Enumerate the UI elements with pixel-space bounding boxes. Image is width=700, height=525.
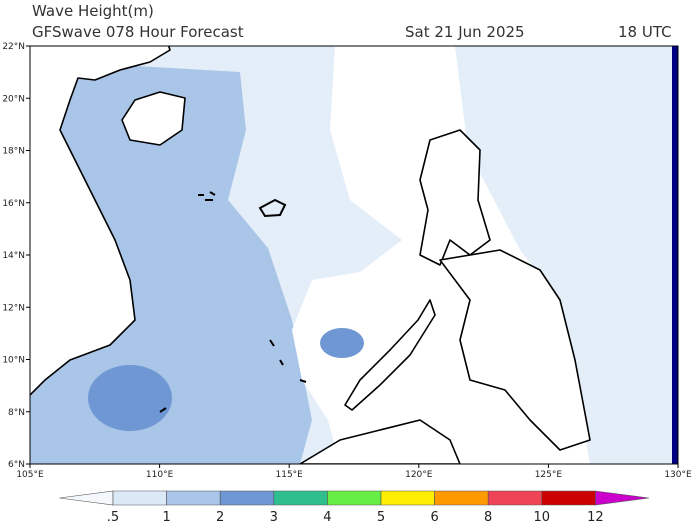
visayas-mindanao bbox=[439, 249, 591, 451]
edge-band bbox=[672, 46, 678, 464]
zone-high bbox=[88, 365, 172, 431]
colorbar-segment bbox=[487, 490, 543, 506]
colorbar-label: 12 bbox=[587, 510, 604, 525]
colorbar-segment bbox=[434, 490, 489, 506]
mainland bbox=[30, 46, 171, 396]
islands bbox=[159, 191, 307, 413]
colorbar-label: 3 bbox=[270, 510, 278, 525]
colorbar-segment bbox=[219, 490, 275, 506]
luzon bbox=[419, 129, 491, 266]
colorbar-label: 6 bbox=[430, 510, 438, 525]
lon-label: 130°E bbox=[664, 470, 692, 480]
palawan bbox=[344, 299, 436, 411]
zone-medium bbox=[30, 60, 312, 464]
colorbar-segment bbox=[327, 490, 382, 506]
lat-label: 10°N bbox=[2, 356, 25, 366]
colorbar-label: .5 bbox=[107, 510, 119, 525]
colorbar-segment bbox=[273, 490, 328, 506]
colorbar-segment bbox=[112, 490, 167, 506]
island bbox=[258, 198, 287, 218]
colorbar-label: 1 bbox=[162, 510, 170, 525]
lon-label: 125°E bbox=[535, 470, 563, 480]
colorbar-segment bbox=[166, 490, 221, 506]
lon-label: 120°E bbox=[405, 470, 433, 480]
colorbar-segment bbox=[380, 490, 435, 506]
colorbar-label: 8 bbox=[484, 510, 492, 525]
colorbar-segment bbox=[541, 490, 596, 506]
subtitle: GFSwave 078 Hour Forecast bbox=[32, 23, 244, 41]
lat-label: 6°N bbox=[8, 460, 25, 470]
lat-label: 8°N bbox=[8, 408, 25, 418]
lat-label: 22°N bbox=[2, 42, 25, 52]
lat-label: 14°N bbox=[2, 251, 25, 261]
colorbar-segment bbox=[59, 490, 114, 506]
lon-label: 110°E bbox=[146, 470, 174, 480]
lon-label: 105°E bbox=[16, 470, 44, 480]
map bbox=[30, 46, 678, 464]
colorbar-segment bbox=[595, 490, 650, 506]
colorbar-label: 5 bbox=[377, 510, 385, 525]
borneo bbox=[299, 419, 461, 464]
title: Wave Height(m) bbox=[32, 2, 154, 20]
zone-high bbox=[320, 328, 364, 358]
colorbar-label: 2 bbox=[216, 510, 224, 525]
hainan bbox=[121, 91, 186, 146]
time: 18 UTC bbox=[618, 23, 672, 41]
lat-label: 20°N bbox=[2, 94, 25, 104]
lon-label: 115°E bbox=[276, 470, 304, 480]
lat-label: 16°N bbox=[2, 199, 25, 209]
lat-label: 18°N bbox=[2, 147, 25, 157]
lat-label: 12°N bbox=[2, 303, 25, 313]
date: Sat 21 Jun 2025 bbox=[405, 23, 525, 41]
colorbar-label: 10 bbox=[534, 510, 551, 525]
colorbar-label: 4 bbox=[323, 510, 331, 525]
